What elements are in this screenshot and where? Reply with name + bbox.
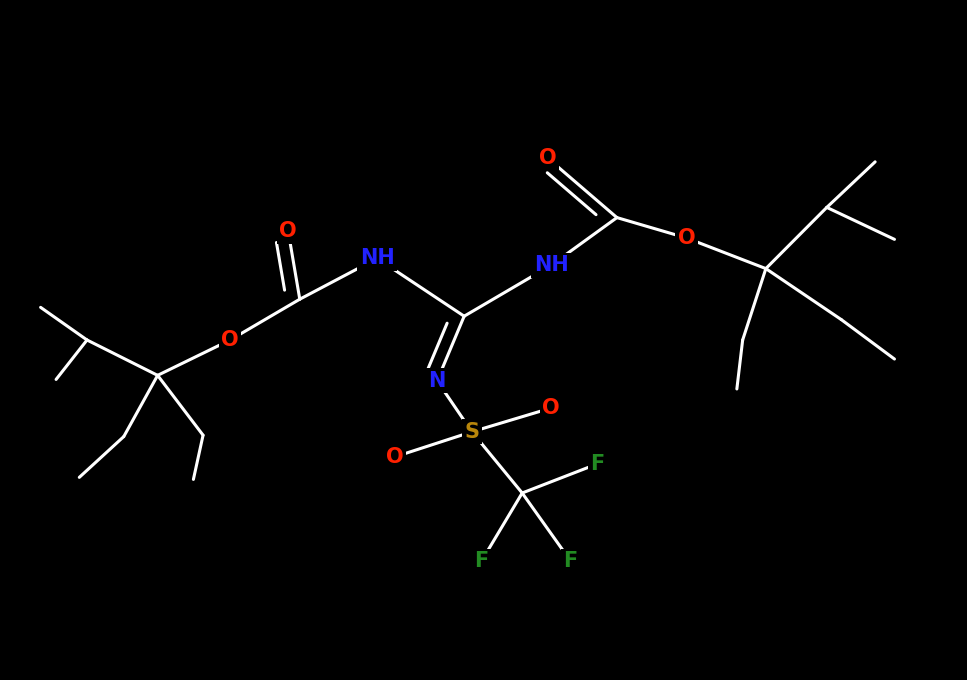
Text: N: N <box>428 371 446 391</box>
Text: O: O <box>539 148 556 168</box>
Text: S: S <box>464 422 480 442</box>
Text: NH: NH <box>534 255 569 275</box>
Text: NH: NH <box>360 248 395 269</box>
Text: O: O <box>678 228 695 248</box>
Text: O: O <box>542 398 560 418</box>
Text: F: F <box>475 551 488 571</box>
Text: F: F <box>564 551 577 571</box>
Text: O: O <box>386 447 403 467</box>
Text: O: O <box>279 221 297 241</box>
Text: O: O <box>221 330 239 350</box>
Text: F: F <box>591 454 604 474</box>
